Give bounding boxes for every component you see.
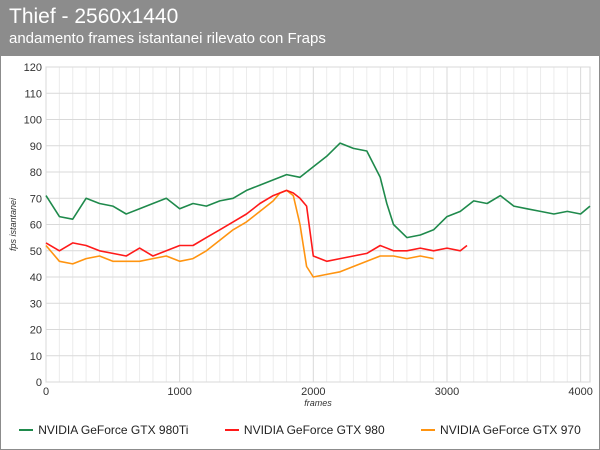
x-tick-label: 1000 [167,386,191,398]
x-tick-label: 2000 [301,386,325,398]
y-tick-label: 100 [24,115,42,127]
y-tick-label: 70 [30,193,42,205]
x-axis-label: frames [304,398,332,408]
y-tick-label: 40 [30,272,42,284]
legend-label: NVIDIA GeForce GTX 980 [243,423,385,437]
y-tick-label: 10 [30,351,42,363]
y-tick-label: 60 [30,220,42,232]
legend-swatch [421,429,436,431]
chart-subtitle: andamento frames istantanei rilevato con… [9,30,326,47]
x-tick-label: 3000 [435,386,459,398]
y-tick-label: 30 [30,298,42,310]
y-tick-label: 20 [30,325,42,337]
legend-swatch [19,429,34,431]
legend-label: NVIDIA GeForce GTX 970 [440,423,581,437]
chart-legend: NVIDIA GeForce GTX 980Ti NVIDIA GeForce G… [1,419,599,441]
x-tick-label: 4000 [568,386,592,398]
legend-item: NVIDIA GeForce GTX 980 [224,423,385,437]
legend-label: NVIDIA GeForce GTX 980Ti [38,423,189,437]
legend-item: NVIDIA GeForce GTX 970 [421,423,581,437]
y-tick-label: 120 [24,62,42,74]
chart-title: Thief - 2560x1440 [9,5,179,28]
y-tick-label: 0 [36,377,42,389]
legend-swatch [224,429,239,431]
y-tick-label: 90 [30,141,42,153]
y-tick-label: 50 [30,246,42,258]
y-axis-label: fps istantanei [8,197,18,251]
series-line [45,189,468,263]
series-line [45,189,434,278]
legend-item: NVIDIA GeForce GTX 980Ti [19,423,188,437]
series-line [45,142,591,239]
y-tick-label: 110 [24,88,42,100]
y-tick-label: 80 [30,167,42,179]
x-tick-label: 0 [43,386,49,398]
chart-header: Thief - 2560x1440 andamento frames istan… [1,1,599,56]
